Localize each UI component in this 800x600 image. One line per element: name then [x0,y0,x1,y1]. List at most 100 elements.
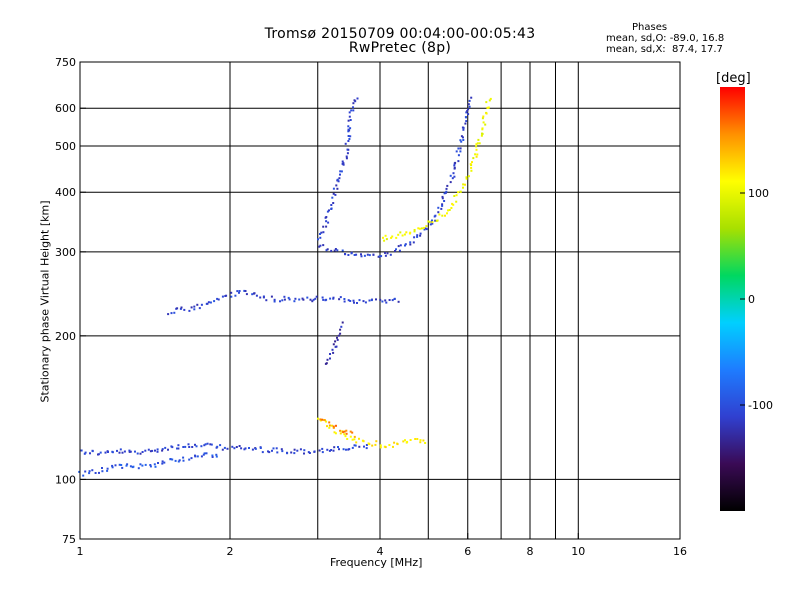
echo-point [363,254,366,257]
echo-point [335,184,338,187]
echo-point [437,206,440,209]
echo-point [384,446,387,449]
echo-point [368,254,371,257]
echo-point [301,297,304,300]
echo-point [379,444,382,447]
echo-point [343,300,346,303]
echo-point [317,417,319,420]
echo-point [464,183,466,186]
echo-point [413,230,416,233]
echo-point [385,238,388,241]
echo-point [226,447,229,450]
echo-point [203,452,206,455]
echo-point [412,241,415,244]
echo-point [144,463,147,466]
echo-point [336,249,339,252]
echo-point [333,249,336,252]
echo-point [330,449,333,451]
echo-point [379,446,382,449]
echo-point [478,142,481,145]
y-tick-label: 100 [55,473,76,486]
echo-point [202,453,205,456]
echo-point [457,154,460,157]
echo-point [141,464,144,467]
echo-point [161,462,164,465]
echo-point [88,472,91,475]
echo-point [78,470,81,473]
echo-point [459,150,462,153]
echo-point [200,303,203,306]
echo-point [290,451,293,454]
echo-point [101,470,104,473]
echo-point [414,438,417,440]
echo-point [315,295,318,298]
echo-point [253,292,256,295]
echo-point [182,456,185,459]
echo-point [338,177,341,180]
echo-point [344,142,347,145]
echo-point [170,312,173,315]
echo-point [356,302,358,304]
echo-point [254,447,257,450]
echo-point [394,250,396,252]
echo-point [466,109,469,112]
echo-point [325,220,328,223]
echo-point [484,123,487,126]
echo-point [334,340,337,343]
echo-point [238,445,241,447]
echo-point [348,115,351,118]
echo-point [474,153,477,156]
echo-point [320,231,323,234]
y-tick-label: 600 [55,102,76,115]
echo-point [194,443,196,446]
echo-point [321,447,324,450]
echo-point [386,252,389,255]
y-tick-label: 75 [62,533,76,546]
echo-point [462,186,464,189]
echo-point [441,195,444,198]
echo-point [347,135,350,137]
echo-point [353,435,356,438]
echo-point [455,150,458,153]
echo-point [245,293,248,296]
echo-point [344,253,346,255]
echo-point [190,457,193,460]
echo-point [139,463,142,466]
chart-subtitle: RwPretec (8p) [348,40,452,56]
echo-point [388,444,391,446]
echo-point [347,125,350,128]
echo-point [137,467,140,470]
echo-point [346,148,349,151]
echo-point [317,238,319,241]
chart-title: Tromsø 20150709 00:04:00-00:05:43 [264,26,536,42]
echo-point [339,432,342,435]
echo-point [349,430,352,433]
echo-point [351,431,354,434]
phases-x-stats: mean, sd,X: 87.4, 17.7 [606,44,723,55]
echo-point [125,464,128,467]
echo-point [468,105,471,108]
echo-point [319,419,322,422]
echo-point [272,447,275,450]
echo-point [204,443,207,446]
echo-point [221,448,224,451]
echo-point [161,449,164,452]
echo-point [341,321,344,324]
echo-point [325,420,328,423]
echo-point [461,126,464,129]
echo-point [371,444,374,447]
echo-point [303,452,305,455]
echo-point [393,297,396,300]
echo-point [413,236,416,239]
echo-point [347,448,350,451]
echo-point [329,353,331,355]
echo-point [468,99,471,102]
echo-point [84,451,87,454]
echo-point [314,297,317,300]
echo-point [179,307,182,310]
echo-point [380,255,383,258]
echo-point [349,119,352,121]
echo-point [325,216,328,218]
echo-point [445,190,448,193]
echo-point [333,431,336,434]
